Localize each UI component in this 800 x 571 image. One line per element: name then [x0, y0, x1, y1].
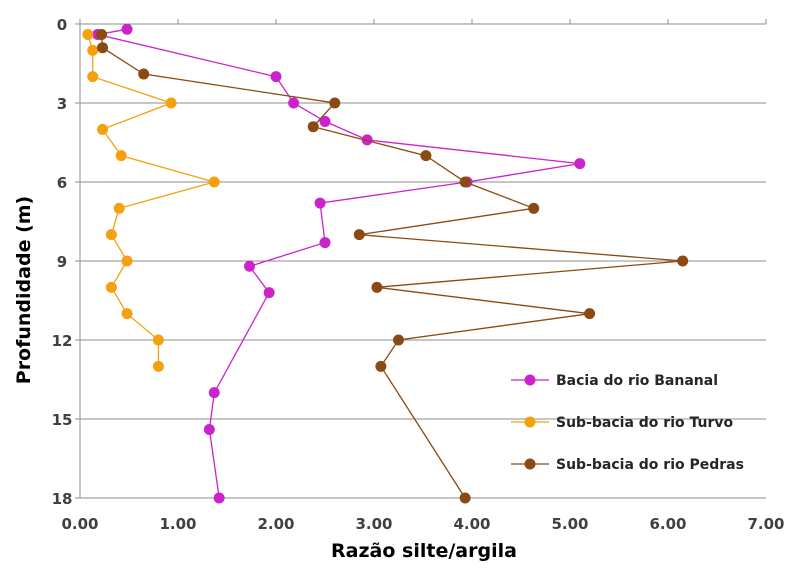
data-point: [97, 42, 109, 54]
data-point: [152, 334, 164, 346]
data-point: [121, 255, 133, 267]
data-point: [263, 287, 275, 299]
data-point: [115, 150, 127, 162]
data-point: [459, 176, 471, 188]
gridlines: [75, 23, 766, 499]
x-tick-label: 4.00: [453, 515, 490, 533]
data-point: [87, 44, 99, 56]
data-point: [319, 115, 331, 127]
data-point: [361, 134, 373, 146]
data-point: [244, 260, 256, 272]
data-point: [329, 97, 341, 109]
legend-item-1: Bacia do rio Bananal: [511, 373, 718, 389]
y-tick-label: 3: [57, 95, 67, 113]
data-point: [459, 492, 471, 504]
data-point: [121, 23, 133, 35]
x-tick-label: 1.00: [159, 515, 196, 533]
y-tick-label: 15: [52, 411, 73, 429]
legend: Bacia do rio Bananal Sub-bacia do rio Tur…: [511, 373, 744, 473]
data-point: [96, 29, 108, 41]
y-tick-label: 18: [52, 490, 73, 508]
data-point: [307, 121, 319, 133]
series-3: [96, 29, 689, 504]
x-tick-label: 7.00: [747, 515, 784, 533]
legend-item-2: Sub-bacia do rio Turvo: [511, 415, 733, 431]
data-point: [677, 255, 689, 267]
series: [82, 23, 689, 504]
data-point: [105, 281, 117, 293]
data-point: [270, 71, 282, 83]
legend-marker: [524, 374, 536, 386]
data-point: [87, 71, 99, 83]
legend-label: Bacia do rio Bananal: [556, 373, 718, 389]
axes: [79, 19, 767, 498]
data-point: [213, 492, 225, 504]
y-tick-label: 0: [57, 16, 67, 34]
data-point: [420, 150, 432, 162]
data-point: [121, 308, 133, 320]
series-2: [82, 29, 220, 372]
x-tick-label: 2.00: [257, 515, 294, 533]
data-point: [208, 176, 220, 188]
x-tick-label: 6.00: [649, 515, 686, 533]
data-point: [105, 229, 117, 241]
data-point: [165, 97, 177, 109]
data-point: [353, 229, 365, 241]
series-line: [87, 34, 217, 367]
data-point: [113, 202, 125, 214]
data-point: [584, 308, 596, 320]
legend-marker: [524, 458, 536, 470]
legend-item-3: Sub-bacia do rio Pedras: [511, 457, 744, 473]
series-1: [92, 23, 586, 504]
data-point: [203, 424, 215, 436]
data-point: [375, 360, 387, 372]
x-tick-label: 5.00: [551, 515, 588, 533]
x-axis-title: Razão silte/argila: [331, 540, 517, 562]
data-point: [319, 237, 331, 249]
data-point: [314, 197, 326, 209]
legend-marker: [524, 416, 536, 428]
data-point: [288, 97, 300, 109]
legend-label: Sub-bacia do rio Pedras: [556, 457, 744, 473]
data-point: [82, 29, 94, 41]
data-point: [138, 68, 150, 80]
data-point: [528, 202, 540, 214]
x-tick-label: 3.00: [355, 515, 392, 533]
y-tick-label: 12: [52, 332, 73, 350]
y-axis-ticks: 0 3 6 9 12 15 18: [52, 16, 73, 508]
y-axis-title: Profundidade (m): [13, 196, 35, 384]
y-tick-label: 6: [57, 174, 67, 192]
data-point: [152, 360, 164, 372]
x-tick-label: 0.00: [61, 515, 98, 533]
data-point: [371, 281, 383, 293]
y-tick-label: 9: [57, 253, 67, 271]
data-point: [393, 334, 404, 346]
legend-label: Sub-bacia do rio Turvo: [556, 415, 733, 431]
data-point: [97, 123, 109, 135]
x-axis-ticks: 0.00 1.00 2.00 3.00 4.00 5.00 6.00 7.00: [61, 515, 784, 533]
data-point: [208, 387, 220, 399]
data-point: [574, 158, 586, 170]
